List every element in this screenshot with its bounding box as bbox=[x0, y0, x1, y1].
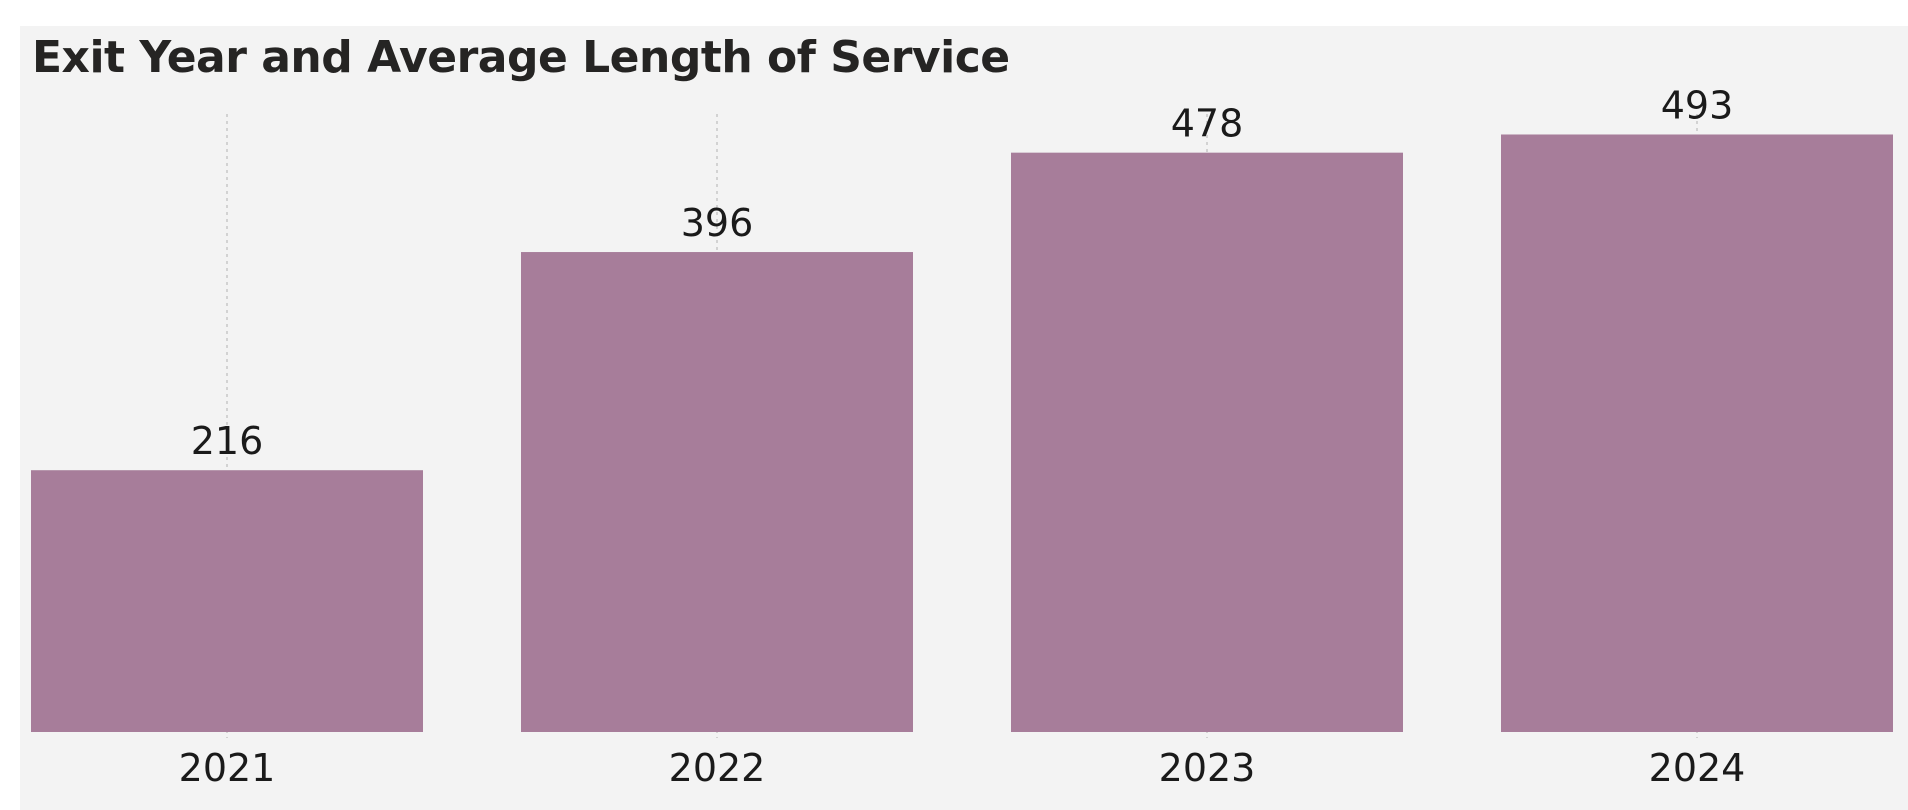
x-tick-label-2021: 2021 bbox=[179, 746, 276, 790]
x-tick-label-2023: 2023 bbox=[1159, 746, 1256, 790]
x-tick-label-2024: 2024 bbox=[1649, 746, 1746, 790]
bars bbox=[31, 134, 1893, 732]
data-label-2023: 478 bbox=[1171, 102, 1244, 146]
x-tick-label-2022: 2022 bbox=[669, 746, 766, 790]
data-labels: 216 396 478 493 bbox=[191, 83, 1734, 463]
bar-2023[interactable] bbox=[1011, 152, 1403, 732]
x-axis-tick-labels: 2021 2022 2023 2024 bbox=[179, 746, 1746, 790]
chart-panel: Exit Year and Average Length of Service … bbox=[20, 26, 1908, 810]
data-label-2021: 216 bbox=[191, 419, 264, 463]
bar-2022[interactable] bbox=[521, 252, 913, 732]
data-label-2022: 396 bbox=[681, 201, 754, 245]
data-label-2024: 493 bbox=[1661, 83, 1734, 127]
bar-2021[interactable] bbox=[31, 470, 423, 732]
bar-2024[interactable] bbox=[1501, 134, 1893, 732]
chart-title: Exit Year and Average Length of Service bbox=[32, 32, 1010, 83]
grid-lines bbox=[226, 114, 1698, 738]
bar-chart: 216 396 478 493 2021 2022 2023 2024 bbox=[31, 83, 1893, 790]
